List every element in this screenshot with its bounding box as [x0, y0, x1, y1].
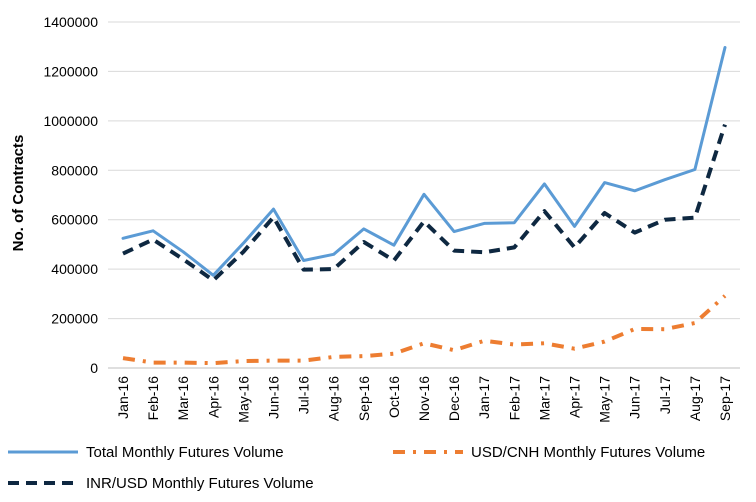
x-tick-label: Apr-17	[566, 376, 582, 418]
legend-item-inr-usd: INR/USD Monthly Futures Volume	[8, 475, 314, 492]
legend-label-total: Total Monthly Futures Volume	[86, 444, 284, 461]
y-tick-label: 400000	[51, 261, 98, 277]
x-tick-label: May-16	[235, 376, 251, 423]
legend: Total Monthly Futures Volume USD/CNH Mon…	[8, 444, 705, 492]
x-tick-label: Jan-17	[476, 376, 492, 419]
y-tick-label: 1400000	[43, 14, 98, 30]
x-tick-label: Nov-16	[416, 376, 432, 421]
y-tick-label: 200000	[51, 311, 98, 327]
x-tick-label: Aug-17	[687, 376, 703, 421]
legend-item-usd-cnh: USD/CNH Monthly Futures Volume	[393, 444, 705, 461]
x-tick-label: Dec-16	[446, 376, 462, 421]
y-tick-label: 0	[90, 360, 98, 376]
y-tick-label: 1200000	[43, 63, 98, 79]
x-tick-label: Jun-16	[266, 376, 282, 419]
series-line-usd-cnh	[122, 294, 727, 366]
legend-label-inr-usd: INR/USD Monthly Futures Volume	[86, 475, 314, 492]
x-tick-label: Jan-16	[115, 376, 131, 419]
legend-item-total: Total Monthly Futures Volume	[8, 444, 284, 461]
x-tick-label: Sep-17	[717, 376, 733, 421]
x-tick-label: Aug-16	[326, 376, 342, 421]
series-line-total	[121, 46, 727, 277]
y-tick-label: 600000	[51, 212, 98, 228]
series-line-inr-usd	[122, 123, 727, 283]
x-tick-label: Sep-16	[356, 376, 372, 421]
x-axis-ticks: Jan-16 Feb-16 Mar-16 Apr-16 May-16 Jun-16 Jul-…	[115, 376, 733, 423]
y-axis-title: No. of Contracts	[10, 135, 27, 252]
y-tick-label: 1000000	[43, 113, 98, 129]
x-tick-label: Apr-16	[205, 376, 221, 418]
x-tick-label: Oct-16	[386, 376, 402, 418]
series-lines	[121, 46, 727, 366]
x-tick-label: Jul-17	[657, 376, 673, 414]
legend-label-usd-cnh: USD/CNH Monthly Futures Volume	[471, 444, 705, 461]
y-axis-ticks: 0 200000 400000 600000 800000 1000000 1200000 1…	[43, 14, 98, 376]
x-tick-label: Mar-17	[536, 376, 552, 421]
y-tick-label: 800000	[51, 162, 98, 178]
x-tick-label: May-17	[597, 376, 613, 423]
x-tick-label: Mar-16	[175, 376, 191, 421]
x-tick-label: Feb-17	[506, 376, 522, 421]
x-tick-label: Jul-16	[296, 376, 312, 414]
x-tick-label: Jun-17	[627, 376, 643, 419]
gridlines	[108, 21, 740, 320]
x-tick-label: Feb-16	[145, 376, 161, 421]
